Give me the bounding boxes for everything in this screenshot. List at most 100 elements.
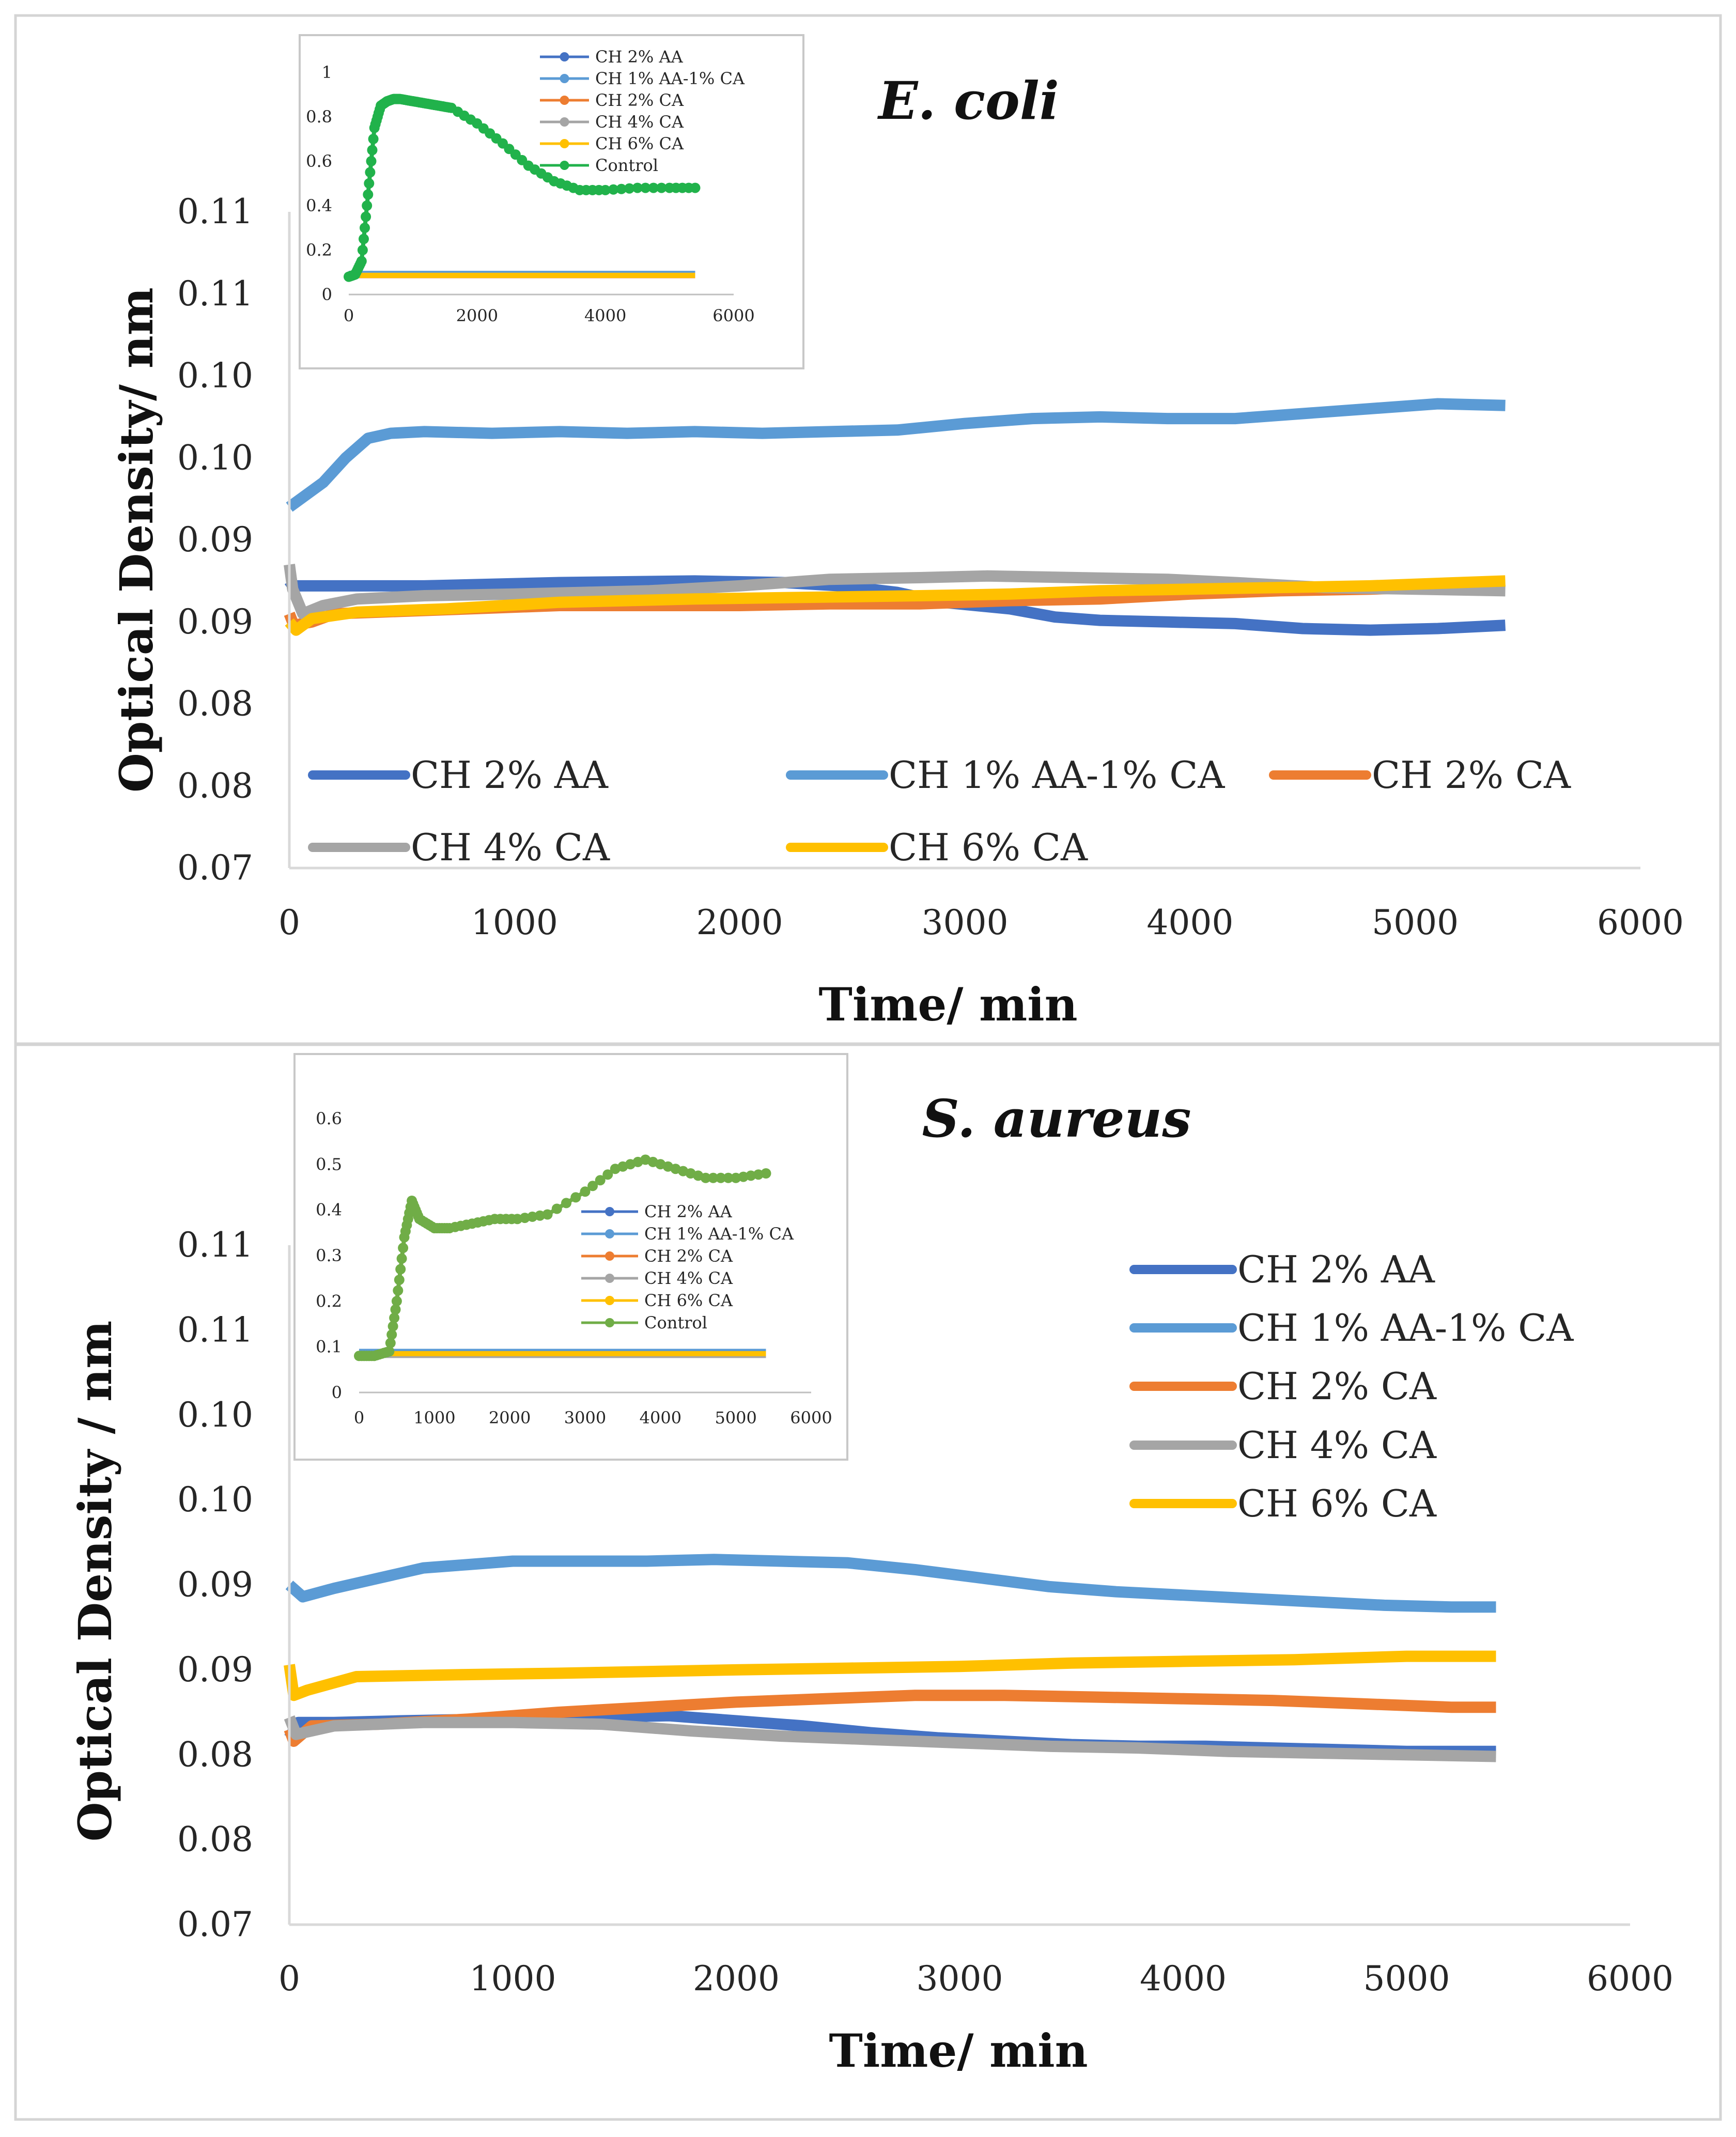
ecoli-y-tick-label: 0.09 (177, 602, 253, 642)
ecoli-inset-x-ticks: 0 2000 4000 6000 (344, 306, 755, 326)
ecoli-series-ch-1pct-aa-1pct-ca (286, 398, 1506, 512)
saureus-inset-legend-marker-ch-4pct-ca (605, 1274, 614, 1283)
saureus-x-tick-label: 2000 (693, 1959, 780, 1999)
ecoli-y-ticks: 0.07 0.08 0.08 0.09 0.09 0.10 0.10 0.11 0.11 (177, 192, 253, 888)
saureus-inset-legend-label-ch-6pct-ca: CH 6% CA (644, 1291, 733, 1310)
saureus-inset-legend-marker-control (605, 1318, 614, 1327)
ecoli-y-tick-label: 0.11 (177, 192, 253, 231)
panel-ecoli-frame (14, 14, 1722, 1045)
saureus-inset-control-marker (388, 1321, 398, 1331)
ecoli-y-tick-label: 0.10 (177, 356, 253, 396)
saureus-inset-x-tick-label: 3000 (564, 1408, 606, 1428)
saureus-inset-x-tick-label: 0 (354, 1408, 364, 1428)
saureus-series-ch-1pct-aa-1pct-ca (285, 1554, 1496, 1613)
ecoli-inset-control-marker (359, 234, 369, 244)
saureus-y-tick-label: 0.08 (177, 1735, 253, 1774)
saureus-y-tick-label: 0.08 (177, 1820, 253, 1860)
ecoli-legend: CH 2% AA CH 1% AA-1% CA CH 2% CA CH 4% CA CH… (308, 753, 1571, 869)
ecoli-legend-label-ch-6pct-ca: CH 6% CA (889, 826, 1088, 869)
ecoli-inset-y-tick-label: 0.2 (306, 240, 332, 260)
ecoli-inset-control-marker (356, 256, 367, 267)
saureus-x-tick-label: 5000 (1363, 1959, 1450, 1999)
ecoli-legend-label-ch-1pct-aa-1pct-ca: CH 1% AA-1% CA (889, 753, 1225, 797)
ecoli-inset-x-tick-label: 2000 (456, 306, 498, 326)
ecoli-inset-y-tick-label: 0.8 (306, 107, 332, 127)
saureus-inset-legend-marker-ch-6pct-ca (605, 1296, 614, 1305)
saureus-x-tick-label: 4000 (1140, 1959, 1227, 1999)
saureus-inset-control-marker (395, 1264, 406, 1275)
saureus-x-tick-label: 6000 (1587, 1959, 1673, 1999)
ecoli-inset-legend-label-ch-4pct-ca: CH 4% CA (595, 112, 684, 132)
ecoli-inset-legend-marker-ch-4pct-ca (560, 117, 569, 127)
ecoli-inset-y-tick-label: 0 (322, 285, 332, 304)
ecoli-series-ch-6pct-ca (285, 575, 1506, 636)
saureus-inset-x-tick-label: 4000 (640, 1408, 681, 1428)
ecoli-inset-frame (299, 34, 804, 369)
ecoli-inset-legend-label-ch-1pct-aa-1pct-ca: CH 1% AA-1% CA (595, 69, 745, 88)
ecoli-inset-control-marker (656, 182, 667, 193)
saureus-inset-x-ticks: 0 1000 2000 3000 4000 5000 6000 (354, 1408, 832, 1428)
saureus-y-tick-label: 0.09 (177, 1565, 253, 1605)
saureus-inset-control-marker (570, 1192, 581, 1203)
ecoli-inset-control-marker (624, 183, 635, 194)
ecoli-inset-control-marker (608, 184, 619, 195)
saureus-inset-y-tick-label: 0.5 (316, 1154, 342, 1174)
ecoli-y-tick-label: 0.07 (177, 848, 253, 888)
ecoli-inset-control-marker (364, 178, 375, 189)
ecoli-y-tick-label: 0.08 (177, 766, 253, 806)
saureus-inset-control-marker (761, 1168, 771, 1179)
saureus-inset-legend-marker-ch-1pct-aa-1pct-ca (605, 1229, 614, 1238)
saureus-inset-control-marker (390, 1304, 401, 1315)
ecoli-inset-control-marker (632, 182, 643, 193)
ecoli-inset-x-tick-label: 6000 (712, 306, 754, 326)
saureus-inset-control-marker (723, 1172, 734, 1183)
ecoli-x-tick-label: 5000 (1372, 903, 1459, 942)
ecoli-y-axis-title: Optical Density/ nm (110, 287, 163, 793)
saureus-y-tick-label: 0.11 (177, 1310, 253, 1350)
saureus-x-tick-label: 1000 (470, 1959, 556, 1999)
saureus-inset-legend-label-ch-2pct-ca: CH 2% CA (644, 1246, 733, 1266)
saureus-inset-series (354, 1154, 771, 1361)
ecoli-inset-control-marker (368, 134, 379, 144)
saureus-inset-frame (293, 1053, 848, 1461)
ecoli-inset-control-marker (365, 167, 376, 178)
saureus-series-ch-4pct-ca (284, 1715, 1496, 1762)
saureus-x-axis-title: Time/ min (829, 2024, 1088, 2078)
saureus-y-tick-label: 0.07 (177, 1904, 253, 1944)
ecoli-inset-plot: 00.20.40.60.81 0 2000 4000 6000 CH 2% AACH … (299, 34, 804, 369)
saureus-main-plot: 0.070.080.080.090.090.100.100.110.11 0 10… (68, 1088, 1673, 2078)
ecoli-inset-legend-marker-ch-6pct-ca (560, 139, 569, 148)
ecoli-y-tick-label: 0.08 (177, 684, 253, 724)
saureus-inset-control-marker (580, 1186, 591, 1197)
ecoli-x-tick-label: 3000 (922, 903, 1009, 942)
saureus-inset-y-tick-label: 0.3 (316, 1246, 342, 1265)
saureus-inset-control-marker (386, 1329, 397, 1340)
ecoli-inset-legend-label-ch-2pct-aa: CH 2% AA (595, 47, 684, 67)
ecoli-inset-control-marker (360, 223, 370, 233)
panel-saureus: 0.070.080.080.090.090.100.100.110.11 0 10… (14, 1043, 1722, 2121)
saureus-y-ticks: 0.07 0.08 0.08 0.09 0.09 0.10 0.10 0.11 0.11 (177, 1225, 253, 1944)
ecoli-y-tick-label: 0.11 (177, 274, 253, 314)
saureus-inset-legend-marker-ch-2pct-aa (605, 1207, 614, 1216)
ecoli-inset-y-ticks: 0 0.2 0.4 0.6 0.8 1 (306, 63, 332, 304)
ecoli-legend-label-ch-2pct-ca: CH 2% CA (1372, 753, 1571, 797)
ecoli-x-tick-label: 2000 (696, 903, 783, 942)
saureus-inset-control-marker (700, 1172, 711, 1183)
ecoli-legend-label-ch-4pct-ca: CH 4% CA (411, 826, 610, 869)
saureus-inset-legend-label-ch-1pct-aa-1pct-ca: CH 1% AA-1% CA (644, 1224, 794, 1244)
ecoli-inset-control-marker (362, 200, 373, 211)
saureus-legend-label-ch-2pct-ca: CH 2% CA (1237, 1365, 1437, 1408)
saureus-inset-control-marker (393, 1285, 404, 1296)
saureus-inset-control-marker (716, 1172, 726, 1183)
saureus-x-ticks: 0 1000 2000 3000 4000 5000 6000 (278, 1959, 1673, 1999)
panel-saureus-frame (14, 1043, 1722, 2121)
saureus-inset-y-tick-label: 0.6 (316, 1109, 342, 1128)
saureus-inset-y-ticks: 0 0.1 0.2 0.3 0.4 0.5 0.6 (316, 1109, 342, 1402)
ecoli-inset-y-tick-label: 0.6 (306, 151, 332, 171)
saureus-inset-y-tick-label: 0 (332, 1383, 342, 1402)
saureus-inset-x-tick-label: 1000 (413, 1408, 455, 1428)
saureus-series-ch-6pct-ca (284, 1650, 1496, 1701)
saureus-inset-control-marker (561, 1198, 571, 1209)
